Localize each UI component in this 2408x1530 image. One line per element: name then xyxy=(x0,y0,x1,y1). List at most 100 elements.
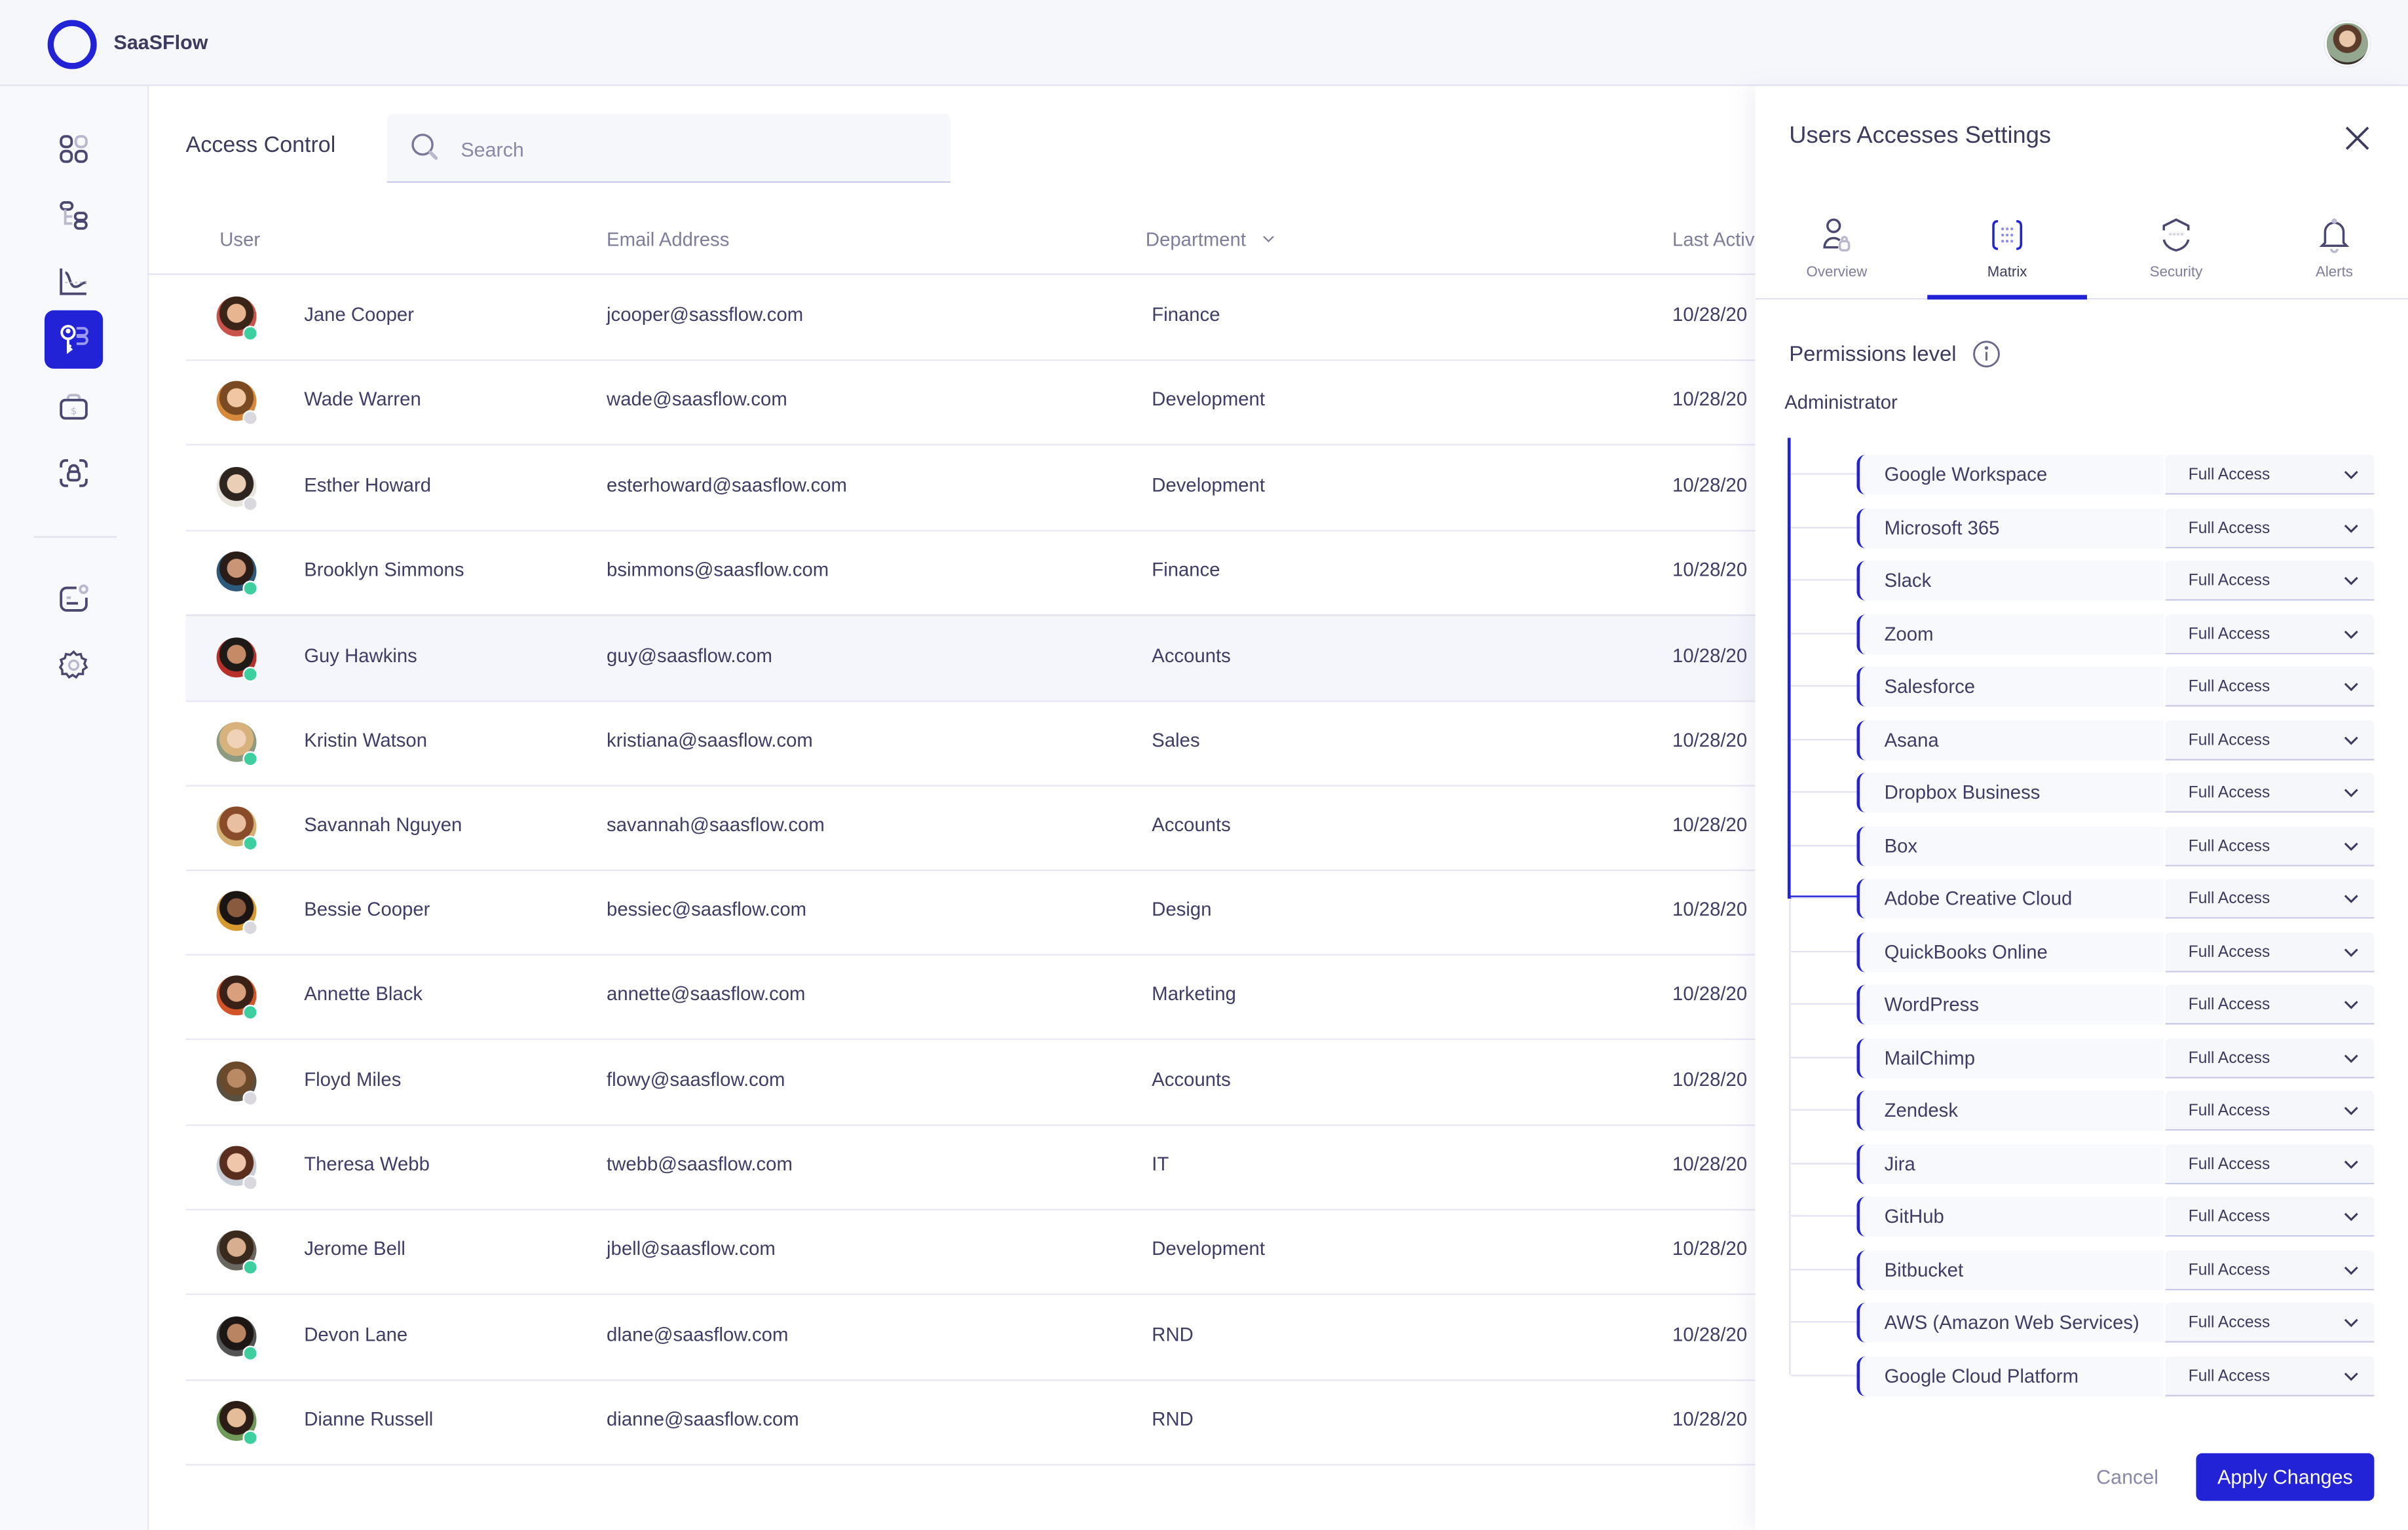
tab-matrix[interactable]: Matrix xyxy=(1927,206,2088,300)
column-header-department[interactable]: Department xyxy=(1146,229,1274,250)
user-email: esterhoward@saasflow.com xyxy=(607,474,847,496)
access-level-value: Full Access xyxy=(2188,1154,2270,1173)
access-level-select[interactable]: Full Access xyxy=(2165,1144,2375,1184)
tree-branch xyxy=(1790,1056,1858,1058)
access-level-select[interactable]: Full Access xyxy=(2165,719,2375,760)
close-icon[interactable] xyxy=(2342,123,2373,154)
access-level-select[interactable]: Full Access xyxy=(2165,455,2375,495)
hierarchy-icon xyxy=(60,201,88,230)
user-department: Marketing xyxy=(1152,983,1236,1005)
access-level-select[interactable]: Full Access xyxy=(2165,878,2375,919)
table-row[interactable]: Theresa Webb twebb@saasflow.com IT 10/28/20 xyxy=(185,1125,1756,1211)
chevron-down-icon xyxy=(2344,523,2358,532)
user-email: bsimmons@saasflow.com xyxy=(607,559,829,581)
sidebar-item-security[interactable] xyxy=(45,444,103,502)
info-icon[interactable] xyxy=(1972,339,2001,369)
table-row[interactable]: Bessie Cooper bessiec@saasflow.com Design 1… xyxy=(185,870,1756,956)
tab-overview[interactable]: Overview xyxy=(1757,206,1917,298)
access-level-select[interactable]: Full Access xyxy=(2165,1037,2375,1078)
access-level-select[interactable]: Full Access xyxy=(2165,666,2375,707)
chevron-down-icon xyxy=(2344,470,2358,479)
access-settings-panel: Users Accesses Settings Overview xyxy=(1755,86,2408,1530)
table-row[interactable]: Dianne Russell dianne@saasflow.com RND 10/2… xyxy=(185,1379,1756,1466)
access-level-value: Full Access xyxy=(2188,1313,2270,1332)
access-level-select[interactable]: Full Access xyxy=(2165,508,2375,548)
access-level-value: Full Access xyxy=(2188,1048,2270,1067)
table-row[interactable]: Guy Hawkins guy@saasflow.com Accounts 10/28… xyxy=(185,614,1756,703)
column-header-user[interactable]: User xyxy=(219,229,261,251)
user-department: Finance xyxy=(1152,559,1220,581)
access-level-select[interactable]: Full Access xyxy=(2165,613,2375,654)
user-last-activity: 10/28/20 xyxy=(1672,474,1748,496)
tab-label: Security xyxy=(2149,264,2203,282)
table-row[interactable]: Brooklyn Simmons bsimmons@saasflow.com Fin… xyxy=(185,530,1756,616)
tab-alerts[interactable]: Alerts xyxy=(2255,206,2408,298)
access-level-select[interactable]: Full Access xyxy=(2165,931,2375,972)
header-divider xyxy=(149,273,1756,275)
table-row[interactable]: Esther Howard esterhoward@saasflow.com Dev… xyxy=(185,445,1756,531)
user-name: Esther Howard xyxy=(304,474,432,496)
app-name: Microsoft 365 xyxy=(1856,508,2164,548)
access-level-select[interactable]: Full Access xyxy=(2165,772,2375,813)
department-label: Department xyxy=(1145,229,1247,251)
access-level-select[interactable]: Full Access xyxy=(2165,1355,2375,1396)
role-label: Administrator xyxy=(1784,392,1898,413)
app-name: QuickBooks Online xyxy=(1856,931,2164,972)
table-row[interactable]: Wade Warren wade@saasflow.com Development 1… xyxy=(185,360,1756,446)
table-row[interactable]: Annette Black annette@saasflow.com Marketi… xyxy=(185,954,1756,1041)
apply-changes-button[interactable]: Apply Changes xyxy=(2196,1453,2375,1501)
user-name: Wade Warren xyxy=(304,389,421,411)
chevron-down-icon xyxy=(2344,1001,2358,1009)
permission-row: QuickBooks Online Full Access xyxy=(1789,931,2375,972)
chevron-down-icon xyxy=(2344,1212,2358,1222)
logo-icon[interactable] xyxy=(47,20,97,69)
table-row[interactable]: Devon Lane dlane@saasflow.com RND 10/28/20 xyxy=(185,1294,1756,1381)
access-level-select[interactable]: Full Access xyxy=(2165,1302,2375,1343)
status-indicator xyxy=(242,1430,258,1446)
tree-branch xyxy=(1790,791,1858,793)
status-indicator xyxy=(242,1259,258,1276)
chevron-down-icon xyxy=(2344,576,2358,586)
sidebar-item-messages[interactable] xyxy=(45,570,103,628)
user-name: Jerome Bell xyxy=(304,1239,405,1260)
user-name: Guy Hawkins xyxy=(304,645,417,667)
sidebar-item-dashboard[interactable] xyxy=(45,120,103,178)
column-header-last-activity[interactable]: Last Activ xyxy=(1672,229,1755,251)
chevron-down-icon xyxy=(2344,842,2358,850)
access-level-value: Full Access xyxy=(2188,624,2270,643)
cancel-button[interactable]: Cancel xyxy=(2096,1465,2158,1489)
user-last-activity: 10/28/20 xyxy=(1672,1153,1748,1176)
access-level-select[interactable]: Full Access xyxy=(2165,1249,2375,1290)
sidebar-item-analytics[interactable] xyxy=(45,252,103,310)
user-department: RND xyxy=(1152,1323,1194,1345)
sidebar-item-hierarchy[interactable] xyxy=(45,186,103,244)
table-row[interactable]: Kristin Watson kristiana@saasflow.com Sale… xyxy=(185,700,1756,786)
table-row[interactable]: Floyd Miles flowy@saasflow.com Accounts 10/… xyxy=(185,1039,1756,1126)
permission-row: Zoom Full Access xyxy=(1789,613,2375,654)
search-box[interactable] xyxy=(386,113,951,183)
column-header-email[interactable]: Email Address xyxy=(607,229,730,251)
user-email: guy@saasflow.com xyxy=(607,645,772,667)
sidebar-item-settings[interactable] xyxy=(45,636,103,694)
tab-security[interactable]: **** Security xyxy=(2096,206,2256,298)
sidebar-item-access-control[interactable] xyxy=(44,310,103,369)
user-avatar[interactable] xyxy=(2325,21,2370,66)
permission-row: Slack Full Access xyxy=(1789,561,2375,601)
search-input[interactable] xyxy=(457,132,925,166)
status-indicator xyxy=(242,1090,258,1106)
user-email: dianne@saasflow.com xyxy=(607,1408,799,1430)
tree-branch xyxy=(1790,737,1858,740)
user-name: Floyd Miles xyxy=(304,1068,402,1091)
table-row[interactable]: Jerome Bell jbell@saasflow.com Development… xyxy=(185,1210,1756,1296)
panel-tabs: Overview Matrix **** Securi xyxy=(1755,206,2408,300)
access-level-select[interactable]: Full Access xyxy=(2165,984,2375,1025)
status-indicator xyxy=(242,920,258,936)
sidebar-item-billing[interactable]: $ xyxy=(45,378,103,436)
table-row[interactable]: Savannah Nguyen savannah@saasflow.com Acco… xyxy=(185,785,1756,871)
access-level-select[interactable]: Full Access xyxy=(2165,825,2375,866)
access-level-select[interactable]: Full Access xyxy=(2165,1091,2375,1131)
access-level-select[interactable]: Full Access xyxy=(2165,561,2375,601)
access-level-value: Full Access xyxy=(2188,518,2270,537)
table-row[interactable]: Jane Cooper jcooper@sassflow.com Finance 10… xyxy=(185,275,1756,362)
access-level-select[interactable]: Full Access xyxy=(2165,1197,2375,1237)
